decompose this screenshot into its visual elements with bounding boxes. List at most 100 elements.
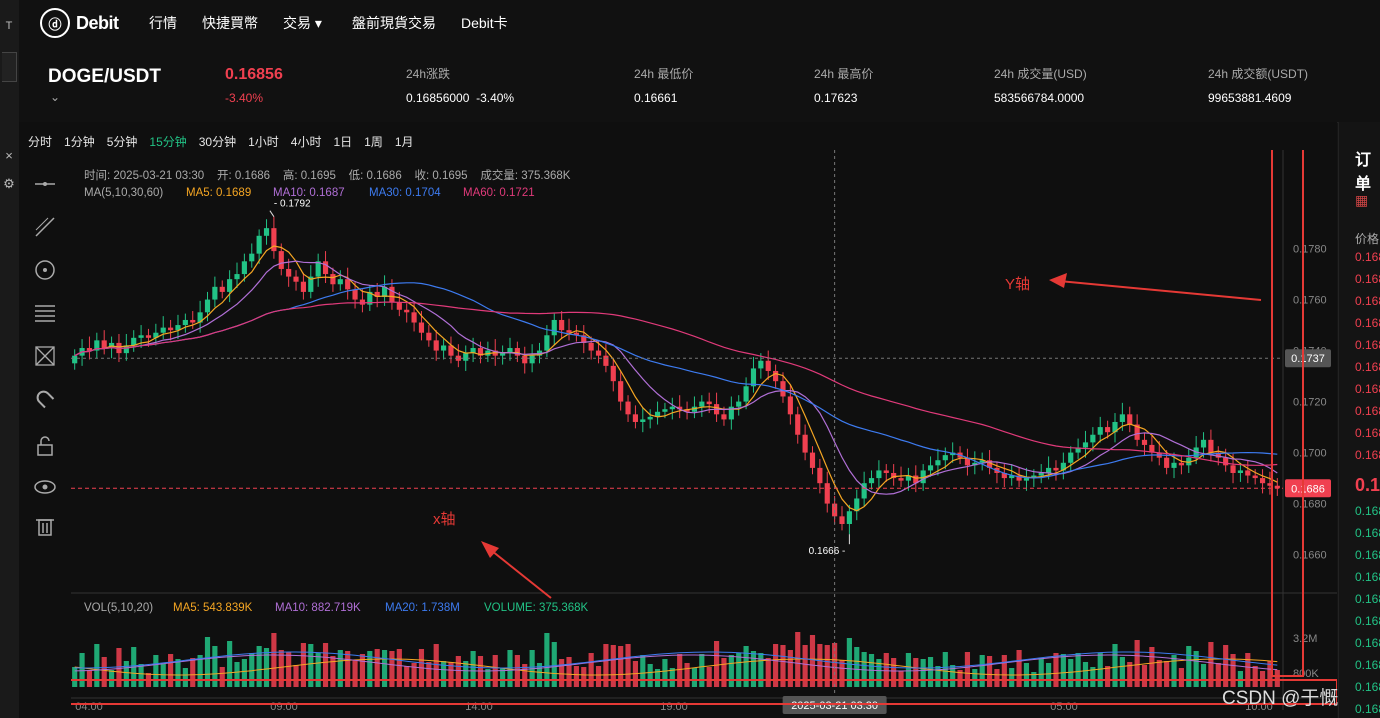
candle-body[interactable] [448,345,454,356]
candle-body[interactable] [832,503,838,517]
trendline-icon[interactable] [33,215,57,239]
orderbook-ask[interactable]: 0.168 [1355,338,1380,352]
candle-body[interactable] [507,348,513,354]
candle-body[interactable] [500,353,506,356]
candle-body[interactable] [1215,452,1221,458]
candle-body[interactable] [1259,478,1266,484]
candle-body[interactable] [308,276,314,292]
orderbook-bid[interactable]: 0.168 [1355,526,1380,540]
candle-body[interactable] [1046,467,1052,473]
candle-body[interactable] [227,279,233,292]
candle-body[interactable] [728,406,734,420]
candle-body[interactable] [86,348,93,351]
candle-body[interactable] [396,302,402,310]
candle-body[interactable] [330,274,336,285]
candle-body[interactable] [1141,439,1148,445]
candle-body[interactable] [891,472,897,479]
crosshair-icon[interactable] [33,172,57,196]
candle-body[interactable] [322,261,329,275]
candle-body[interactable] [1274,485,1280,489]
candle-body[interactable] [263,228,270,236]
candle-body[interactable] [470,348,476,354]
outer-input-stub[interactable] [2,52,17,82]
orderbook-ask[interactable]: 0.168 [1355,294,1380,308]
candle-body[interactable] [101,340,107,349]
orderbook-ask[interactable]: 0.168 [1355,360,1380,374]
trash-icon[interactable] [33,514,57,538]
candle-body[interactable] [654,411,661,417]
candle-body[interactable] [544,335,550,351]
orderbook-bid[interactable]: 0.168 [1355,614,1380,628]
candle-body[interactable] [286,268,292,277]
tab-4h[interactable]: 4小时 [290,135,322,149]
candle-body[interactable] [905,475,911,481]
candle-body[interactable] [1119,414,1125,422]
candle-body[interactable] [241,261,247,275]
orderbook-layout-icon[interactable]: ▦ [1355,192,1369,208]
nav-market[interactable]: 行情 [149,15,177,31]
candle-body[interactable] [404,309,410,313]
candle-body[interactable] [271,228,277,252]
pattern-icon[interactable] [33,344,57,368]
candle-body[interactable] [190,319,196,323]
candle-body[interactable] [603,355,609,366]
tab-1mo[interactable]: 1月 [394,135,414,149]
candle-body[interactable] [787,396,793,415]
candle-body[interactable] [367,291,373,305]
candle-body[interactable] [1237,470,1244,473]
orderbook-bid[interactable]: 0.168 [1355,702,1380,716]
orderbook-bid[interactable]: 0.168 [1355,592,1380,606]
candle-body[interactable] [964,457,971,466]
candle-body[interactable] [1200,439,1207,448]
candle-body[interactable] [817,467,823,484]
candle-body[interactable] [249,253,255,262]
candle-body[interactable] [455,355,461,361]
candle-body[interactable] [1149,444,1155,453]
candle-body[interactable] [581,335,587,343]
orderbook-bid[interactable]: 0.168 [1355,636,1380,650]
candle-body[interactable] [359,299,366,305]
candle-body[interactable] [514,348,520,356]
candle-body[interactable] [234,274,240,280]
nav-quick-buy[interactable]: 快捷買幣 [202,15,258,31]
candle-body[interactable] [278,251,284,269]
candle-body[interactable] [913,475,919,484]
candle-body[interactable] [168,327,174,331]
pair-name[interactable]: DOGE/USDT [48,66,161,87]
candle-body[interactable] [824,483,830,504]
candle-body[interactable] [780,381,786,397]
tab-1m[interactable]: 1分钟 [64,135,95,149]
candle-body[interactable] [293,276,299,282]
candle-body[interactable] [1230,465,1236,473]
logo[interactable]: ⓓ Debit [40,8,119,38]
candle-body[interactable] [315,261,321,277]
candle-body[interactable] [477,348,484,356]
candle-body[interactable] [94,340,100,351]
candle-body[interactable] [1105,427,1111,433]
orderbook-ask[interactable]: 0.168 [1355,404,1380,418]
candle-body[interactable] [846,511,852,524]
candle-body[interactable] [935,460,941,466]
candle-body[interactable] [795,414,801,435]
candle-body[interactable] [1068,452,1074,463]
candle-body[interactable] [677,406,683,410]
candle-body[interactable] [182,319,188,326]
candle-body[interactable] [1090,434,1096,443]
candle-body[interactable] [441,345,447,351]
candle-body[interactable] [219,286,225,292]
tab-1h[interactable]: 1小时 [248,135,279,149]
orderbook-ask[interactable]: 0.168 [1355,272,1380,286]
candle-body[interactable] [1171,462,1177,468]
orderbook-bid[interactable]: 0.168 [1355,680,1380,694]
candle-body[interactable] [699,401,705,407]
orderbook-ask[interactable]: 0.168 [1355,382,1380,396]
candle-body[interactable] [986,460,993,468]
candle-body[interactable] [204,299,211,313]
candle-body[interactable] [411,312,417,323]
candle-body[interactable] [588,342,594,351]
candle-body[interactable] [773,370,779,382]
candle-body[interactable] [1223,457,1229,466]
candle-body[interactable] [522,355,528,364]
candle-body[interactable] [1097,427,1103,435]
candle-body[interactable] [352,289,358,300]
